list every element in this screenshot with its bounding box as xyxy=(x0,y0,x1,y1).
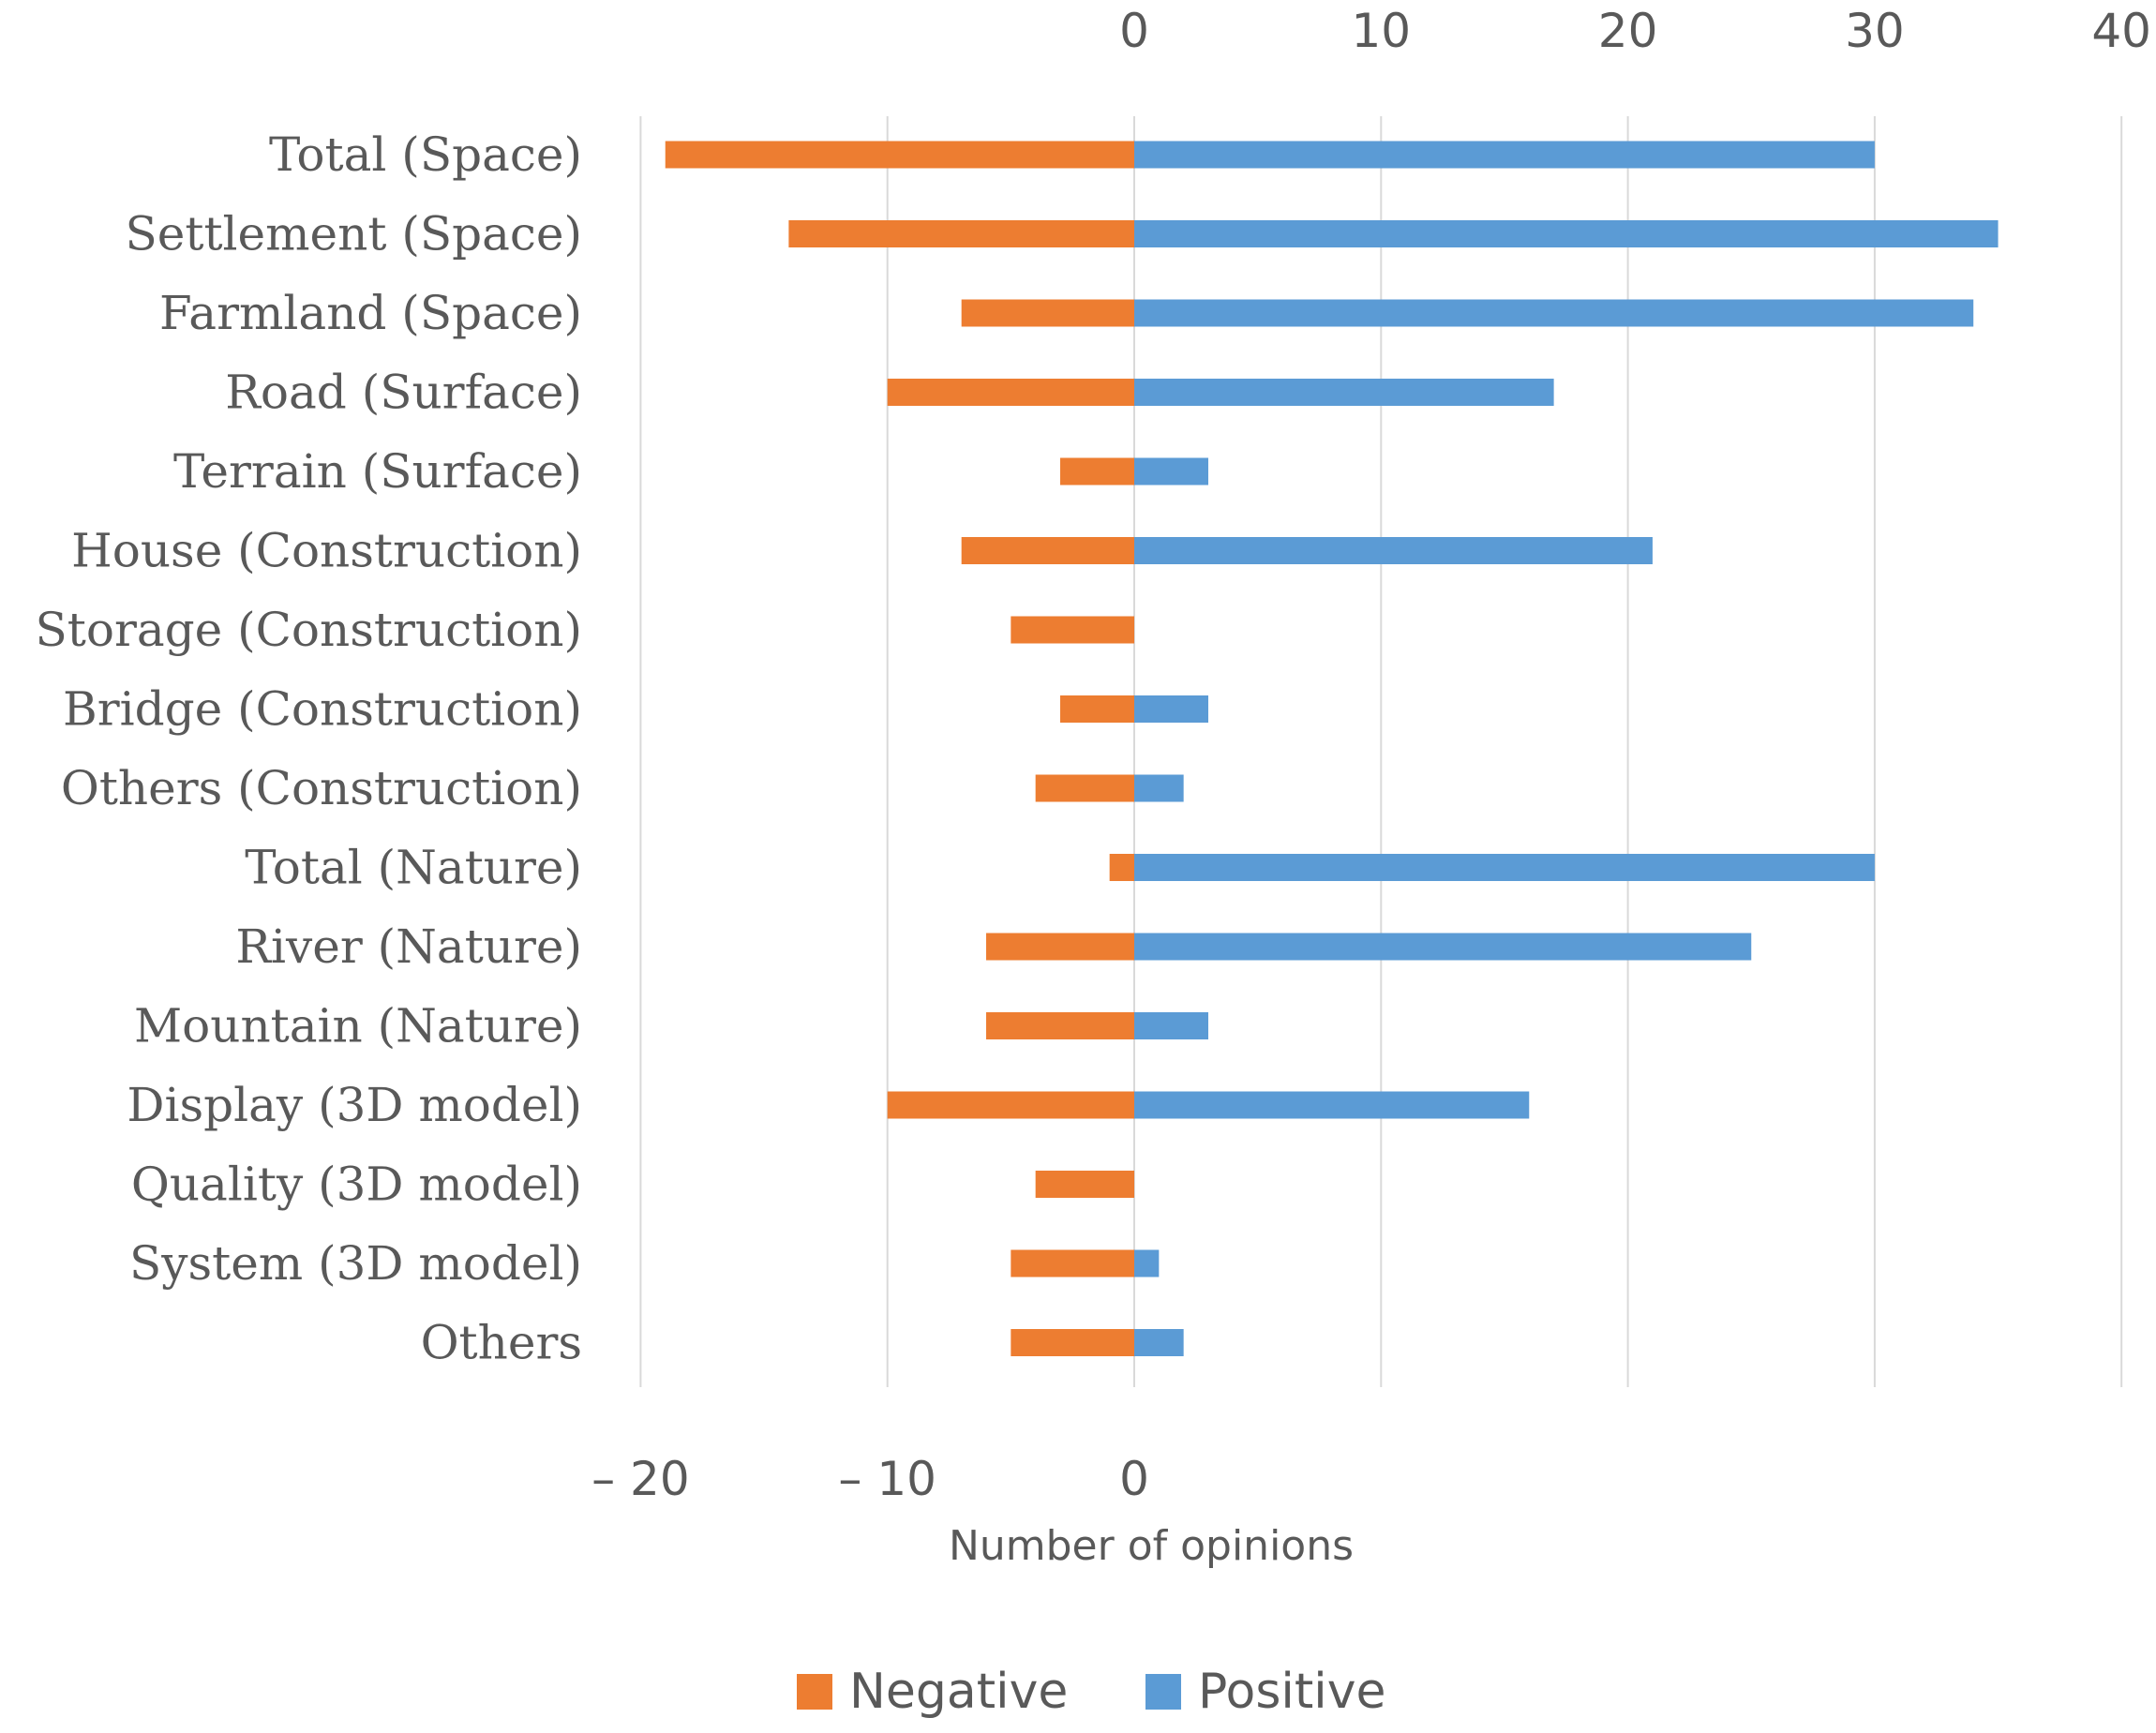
bar-positive xyxy=(1134,1091,1530,1119)
bar-negative xyxy=(986,933,1134,961)
bar-positive xyxy=(1134,457,1208,486)
bar-positive xyxy=(1134,933,1752,961)
category-label: Others (Construction) xyxy=(61,761,582,815)
top-tick-label: 10 xyxy=(1351,4,1411,58)
category-label: Storage (Construction) xyxy=(36,603,582,657)
bar-negative xyxy=(1035,1171,1134,1198)
bar-positive xyxy=(1134,537,1653,564)
category-label: Quality (3D model) xyxy=(131,1158,582,1212)
bars xyxy=(665,141,1999,1356)
bar-negative xyxy=(1035,774,1134,802)
bar-negative xyxy=(1011,1329,1134,1356)
gridlines xyxy=(639,116,2123,1387)
category-label: Others xyxy=(421,1316,582,1370)
bar-positive xyxy=(1134,299,1974,327)
bar-negative xyxy=(788,220,1134,247)
bar-positive xyxy=(1134,379,1554,406)
tick-labels: 0 10 20 30 40 – 20 – 10 0 xyxy=(591,4,2151,1506)
category-label: Farmland (Space) xyxy=(159,286,582,340)
top-tick-label: 20 xyxy=(1598,4,1658,58)
bar-positive xyxy=(1134,695,1208,723)
category-label: System (3D model) xyxy=(129,1236,582,1291)
category-label: River (Nature) xyxy=(235,919,582,974)
bar-positive xyxy=(1134,1012,1208,1039)
bottom-tick-label: – 10 xyxy=(838,1452,936,1506)
category-labels: Total (Space) Settlement (Space) Farmland … xyxy=(36,127,582,1370)
category-label: Total (Space) xyxy=(269,127,582,182)
bar-negative xyxy=(986,1012,1134,1039)
bar-negative xyxy=(961,299,1134,327)
category-label: Settlement (Space) xyxy=(126,207,582,261)
bar-positive xyxy=(1134,1249,1160,1277)
category-label: House (Construction) xyxy=(71,524,582,578)
bar-positive xyxy=(1134,774,1184,802)
bar-negative xyxy=(1011,1249,1134,1277)
bar-negative xyxy=(961,537,1134,564)
category-label: Road (Surface) xyxy=(225,366,582,420)
legend: Negative Positive xyxy=(797,1664,1385,1720)
bar-negative xyxy=(665,141,1134,169)
category-label: Mountain (Nature) xyxy=(134,999,582,1053)
category-label: Bridge (Construction) xyxy=(63,682,582,737)
legend-swatch-negative xyxy=(797,1674,832,1710)
bar-negative xyxy=(1060,457,1134,486)
category-label: Display (3D model) xyxy=(127,1078,582,1132)
legend-label-negative: Negative xyxy=(849,1664,1068,1720)
legend-label-positive: Positive xyxy=(1198,1664,1385,1720)
x-axis-title: Number of opinions xyxy=(949,1522,1354,1570)
top-tick-label: 40 xyxy=(2091,4,2151,58)
legend-swatch-positive xyxy=(1145,1674,1181,1710)
category-label: Total (Nature) xyxy=(245,841,582,895)
category-label: Terrain (Surface) xyxy=(173,444,582,499)
bottom-tick-label: 0 xyxy=(1119,1452,1149,1506)
bar-negative xyxy=(1109,854,1134,881)
bar-positive xyxy=(1134,141,1875,169)
bar-positive xyxy=(1134,854,1875,881)
bar-positive xyxy=(1134,1329,1184,1356)
bar-negative xyxy=(1011,616,1134,644)
bar-negative xyxy=(887,1091,1134,1119)
top-tick-label: 30 xyxy=(1845,4,1905,58)
bar-negative xyxy=(1060,695,1134,723)
top-tick-label: 0 xyxy=(1119,4,1149,58)
bar-negative xyxy=(887,379,1134,406)
bar-positive xyxy=(1134,220,1999,247)
bottom-tick-label: – 20 xyxy=(591,1452,690,1506)
